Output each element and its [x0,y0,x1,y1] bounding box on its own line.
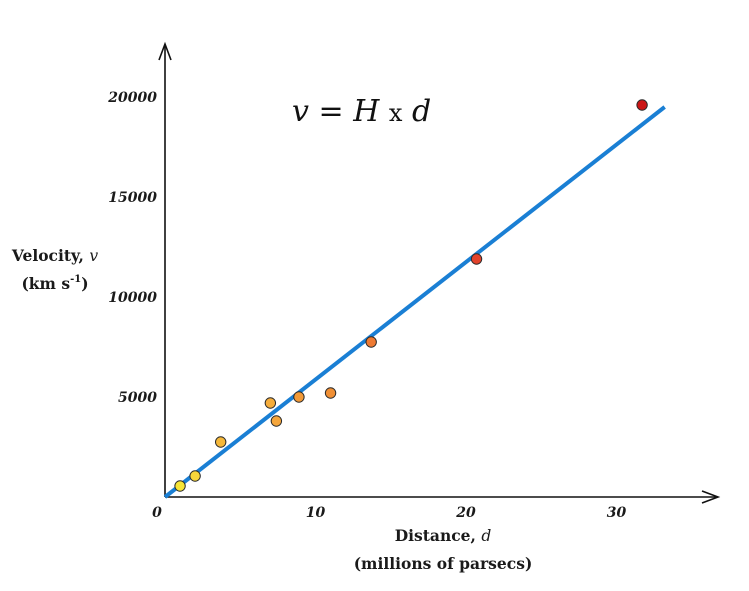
y-axis-unit-a: (km s [21,274,70,293]
y-axis-title-var: v [89,247,98,265]
y-tick-label: 5000 [118,390,157,406]
formula-d: d [412,94,431,129]
y-axis-title: Velocity, v [11,246,99,265]
x-axis-title: Distance, d [395,526,492,545]
data-point [270,415,283,427]
formula-v: v [292,94,309,129]
data-point [365,336,377,348]
y-axis-title-main: Velocity, [11,246,90,265]
data-point [636,99,648,111]
fit-line-group [163,105,666,499]
data-point [470,253,483,265]
data-point [189,470,201,482]
fit-line [163,105,666,499]
x-tick-label: 20 [455,505,476,521]
formula-eq: = [319,94,344,129]
x-axis-title-var: d [481,527,491,545]
formula: v = H x d [292,94,431,129]
tick-labels: 0 10 20 30 5000 10000 15000 20000 [107,90,626,521]
data-point [174,480,186,492]
x-axis-subtitle: (millions of parsecs) [354,554,533,573]
data-point [264,397,277,409]
x-tick-label: 30 [607,505,627,521]
y-axis-arrow [158,41,172,61]
data-point [293,391,305,403]
x-axis-title-main: Distance, [395,526,482,545]
y-axis-unit-b: ) [81,274,88,293]
x-tick-label: 0 [152,505,162,521]
data-point [214,436,227,448]
y-tick-label: 10000 [108,290,157,306]
x-axis-arrow [701,490,721,504]
formula-h: H [352,94,380,129]
y-tick-label: 20000 [107,90,157,106]
y-axis-unit: (km s-1) [21,274,88,293]
data-points [174,99,648,492]
x-tick-label: 10 [306,505,326,521]
y-axis-unit-sup: -1 [70,274,81,285]
y-tick-label: 15000 [108,190,157,206]
formula-times: x [389,99,403,127]
data-point [324,387,337,399]
